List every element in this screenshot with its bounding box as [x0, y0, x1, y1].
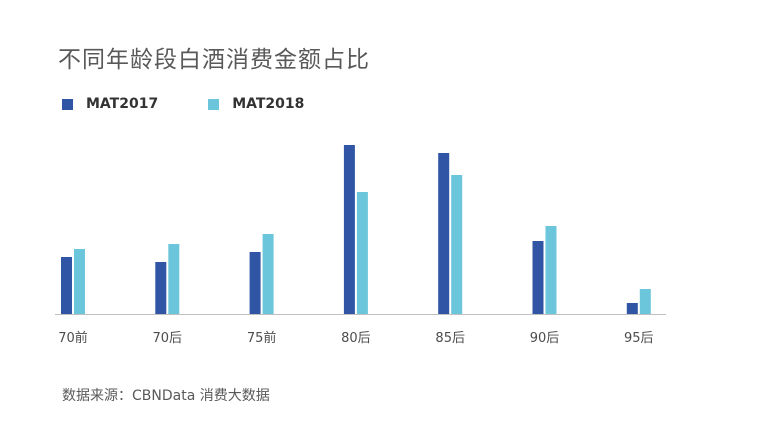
x-tick-labels: 70前 70后 75前 80后 85后 90后 95后: [58, 330, 653, 346]
bar-2-7: [639, 289, 651, 314]
bar-1-5: [438, 153, 450, 314]
x-tick-label-2: 70后: [153, 331, 183, 346]
bar-1-7: [626, 303, 638, 314]
bar-2-3: [262, 234, 274, 314]
legend-label-series-1: MAT2017: [86, 96, 159, 112]
x-tick-label-3: 75前: [247, 330, 277, 346]
bar-2-2: [168, 244, 180, 314]
bar-2-5: [451, 175, 463, 314]
chart-title: 不同年龄段白酒消费金额占比: [58, 47, 370, 73]
bar-1-3: [249, 252, 261, 314]
x-tick-label-6: 90后: [530, 331, 560, 346]
x-tick-label-7: 95后: [624, 331, 654, 346]
legend-item-series-2: MAT2018: [208, 96, 304, 112]
legend-item-series-1: MAT2017: [62, 96, 158, 112]
bar-group: [61, 145, 651, 314]
x-tick-label-4: 80后: [341, 331, 371, 346]
data-source-note: 数据来源：CBNData 消费大数据: [62, 388, 270, 404]
x-tick-label-5: 85后: [435, 331, 465, 346]
bar-2-6: [545, 226, 557, 314]
bar-1-4: [343, 145, 355, 314]
chart-legend: MAT2017 MAT2018: [62, 96, 304, 112]
bar-1-6: [532, 241, 544, 314]
bar-1-1: [61, 257, 72, 314]
bar-1-2: [155, 262, 167, 314]
x-tick-label-1: 70前: [58, 330, 88, 346]
legend-swatch-series-1: [62, 98, 73, 110]
legend-swatch-series-2: [208, 98, 220, 110]
bar-2-4: [356, 192, 368, 314]
bar-2-1: [74, 249, 85, 314]
legend-label-series-2: MAT2018: [232, 96, 305, 112]
